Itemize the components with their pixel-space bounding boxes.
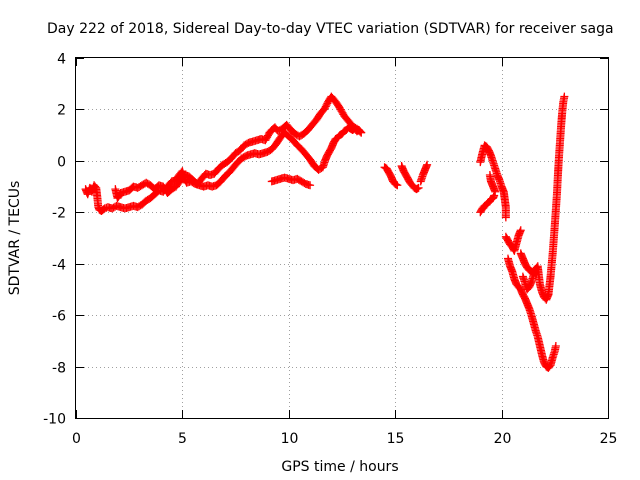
x-tick-label: 0 [72, 431, 81, 447]
data-point [501, 213, 510, 222]
x-tick-label: 15 [387, 431, 405, 447]
x-tick-label: 10 [281, 431, 299, 447]
chart-title: Day 222 of 2018, Sidereal Day-to-day VTE… [47, 21, 614, 37]
y-tick-label: 2 [57, 103, 66, 119]
y-tick-label: -6 [52, 309, 66, 325]
data-point [423, 160, 432, 169]
y-tick-label: 4 [57, 52, 66, 68]
data-point [306, 181, 315, 190]
x-axis-label: GPS time / hours [281, 459, 398, 475]
gridlines [76, 58, 608, 418]
y-axis-label: SDTVAR / TECUs [7, 181, 23, 296]
data-point [516, 226, 525, 235]
data-points [81, 92, 569, 372]
y-tick-label: -10 [43, 412, 66, 428]
data-point [518, 272, 527, 281]
data-point [414, 183, 423, 192]
x-tick-labels: 0 5 10 15 20 25 [72, 431, 617, 447]
y-tick-label: -4 [52, 258, 66, 274]
y-tick-label: -8 [52, 361, 66, 377]
data-point [393, 181, 402, 190]
x-tick-label: 5 [178, 431, 187, 447]
data-point [551, 342, 560, 350]
x-tick-label: 20 [494, 431, 512, 447]
data-point [560, 92, 569, 101]
data-point [111, 185, 120, 194]
y-tick-labels: -10 -8 -6 -4 -2 0 2 4 [43, 52, 66, 428]
y-tick-label: -2 [52, 206, 66, 222]
plot-area-frame [75, 57, 609, 419]
y-tick-label: 0 [57, 155, 66, 171]
data-point [485, 171, 494, 179]
x-tick-label: 25 [600, 431, 618, 447]
